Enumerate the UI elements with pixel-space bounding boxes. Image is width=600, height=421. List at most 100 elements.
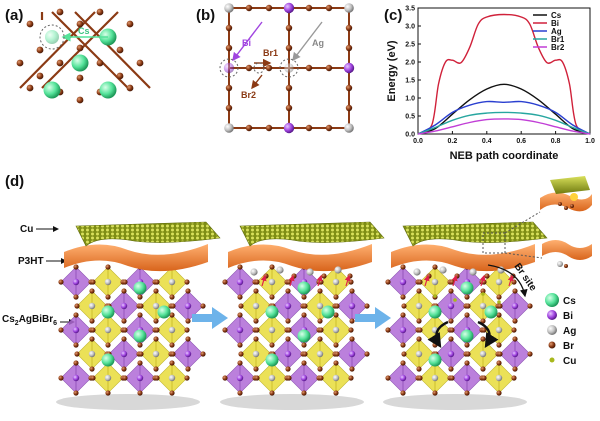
br-atom (325, 64, 333, 72)
br-atom (349, 336, 355, 342)
br-atom (184, 375, 190, 381)
br-atom (105, 264, 111, 270)
br-atom (137, 342, 143, 348)
ag-atom (152, 302, 160, 310)
br-atom (237, 312, 243, 318)
br-atom (169, 294, 175, 300)
br-atom (222, 279, 228, 285)
br-atom (333, 360, 339, 366)
bi-atom (300, 374, 308, 382)
br-atom (449, 327, 455, 333)
panel-b-ag-label: Ag (312, 38, 324, 48)
migration-arrow (288, 274, 295, 287)
cs-atom (45, 30, 59, 44)
br-atom (348, 375, 354, 381)
br-atom (90, 375, 96, 381)
panel-b-br1-label: Br1 (263, 48, 278, 58)
ag-atom (344, 3, 354, 13)
cs-vacancy-circle (39, 24, 65, 50)
br-atom (137, 360, 143, 366)
legend-br-icon (548, 341, 556, 349)
ag-ion (439, 266, 447, 274)
br-atom (400, 342, 406, 348)
compound-label: Cs2AgBiBr6 (2, 314, 57, 327)
br-atom (285, 104, 293, 112)
panel-b-lattice (223, 2, 355, 134)
series-line-cs (417, 83, 591, 135)
br-atom (497, 303, 503, 309)
br-atom (254, 327, 260, 333)
br-atom (348, 279, 354, 285)
br-atom (480, 288, 486, 294)
br-atom (89, 366, 95, 372)
bi-atom (184, 350, 192, 358)
br-atom (245, 124, 253, 132)
x-tick-label: 0.6 (516, 138, 526, 145)
panel-a-label: (a) (5, 7, 23, 24)
br-atom (400, 360, 406, 366)
br-atom (136, 59, 144, 67)
cs-atom (297, 281, 311, 295)
chart-ticks: 0.0 0.2 0.4 0.6 0.8 1.0 0.0 0.5 1.0 1.5 2.0 2.5 3.0 3… (405, 6, 595, 146)
br-atom (16, 59, 24, 67)
ag-atom (316, 302, 324, 310)
bi-atom (447, 350, 455, 358)
structure-stack-pristine (56, 221, 221, 410)
ag-atom (88, 302, 96, 310)
panel-b-bi-label: Bi (242, 38, 251, 48)
br-atom (465, 303, 471, 309)
br-atom (58, 327, 64, 333)
br-atom (481, 375, 487, 381)
br-atom (325, 124, 333, 132)
compound-sub-2: 2 (15, 320, 19, 327)
cs-atom (265, 353, 279, 367)
br-atom (184, 279, 190, 285)
ag-atom (224, 123, 234, 133)
br-atom (317, 336, 323, 342)
migration-arrow (479, 274, 486, 287)
ag-ion (250, 268, 258, 276)
ag-atom (224, 3, 234, 13)
br-atom (185, 318, 191, 324)
br-atom (301, 342, 307, 348)
x-tick-label: 0.2 (448, 138, 458, 145)
br-atom (317, 318, 323, 324)
bi-atom (283, 122, 295, 134)
br-atom (416, 288, 422, 294)
br-atom (364, 303, 370, 309)
br-atom (76, 96, 84, 104)
zoom-box (482, 232, 506, 254)
br-atom (238, 351, 244, 357)
br-atom (496, 312, 502, 318)
structure-stack-ion-migration (220, 221, 385, 410)
br-atom (464, 390, 470, 396)
br-atom (345, 24, 353, 32)
br-atom (121, 336, 127, 342)
br-atom (237, 342, 243, 348)
ag-atom (415, 302, 423, 310)
cs-atom (460, 281, 474, 295)
ag-ion (276, 266, 284, 274)
br-atom (511, 327, 517, 333)
br-atom (169, 342, 175, 348)
x-tick-label: 0.4 (482, 138, 492, 145)
br-atom (245, 64, 253, 72)
br-atom (416, 318, 422, 324)
br-atom (417, 279, 423, 285)
bi-atom (463, 374, 471, 382)
br-atom (184, 327, 190, 333)
br-atom (154, 375, 160, 381)
br-atom (225, 84, 233, 92)
br-atom (253, 336, 259, 342)
br-atom (90, 327, 96, 333)
br-atom (170, 351, 176, 357)
br-atom (137, 390, 143, 396)
bi-jump-arrow (232, 21, 263, 62)
br-atom (285, 366, 291, 372)
x-tick-label: 0.8 (551, 138, 561, 145)
br-atom (238, 303, 244, 309)
br-atom (318, 375, 324, 381)
br-atom (58, 375, 64, 381)
spark-icon (570, 193, 578, 201)
br-atom (465, 351, 471, 357)
